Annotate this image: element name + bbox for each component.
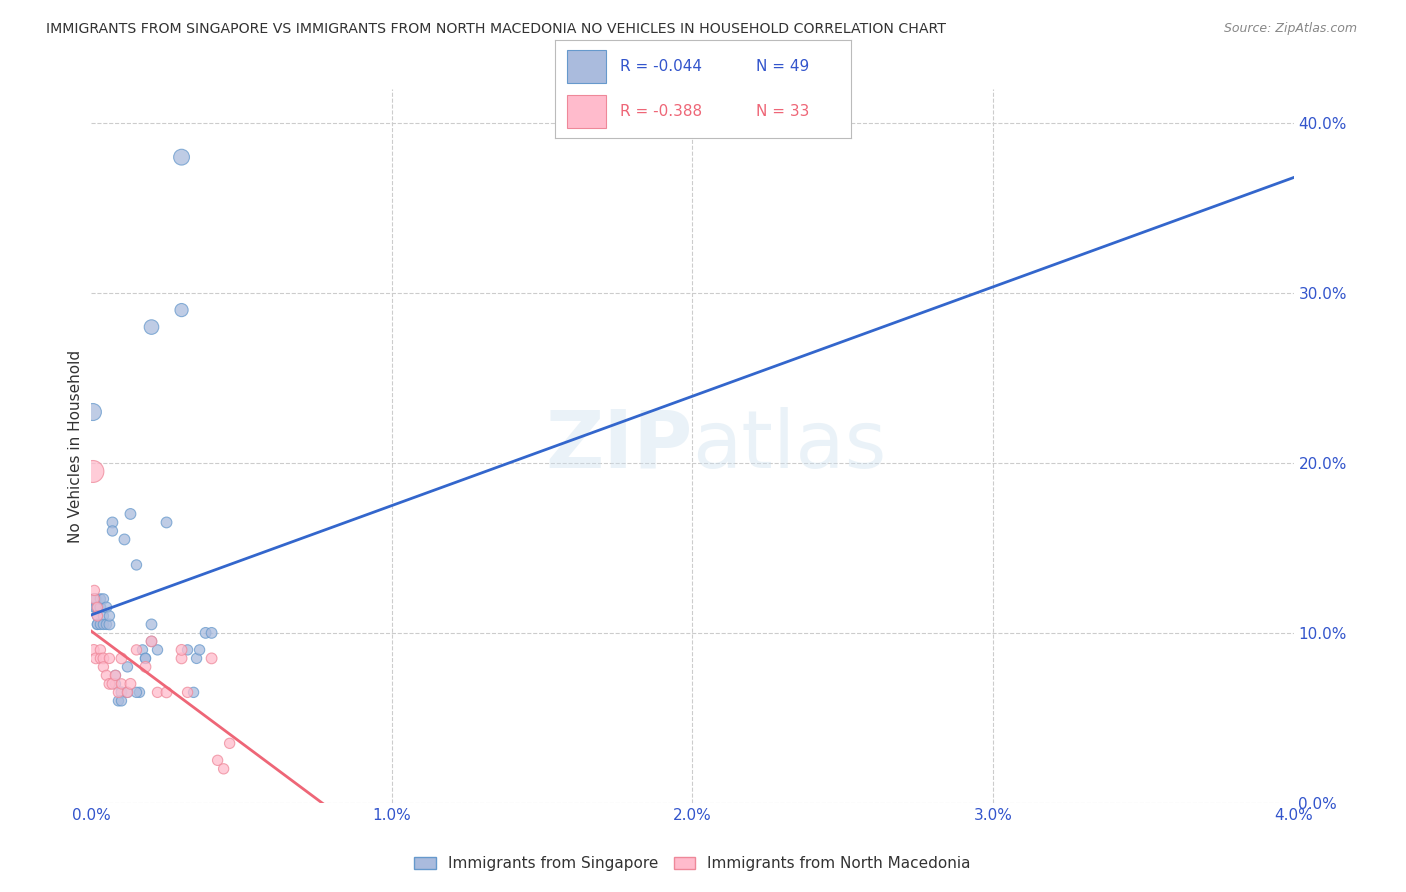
Point — [207, 753, 229, 767]
Point — [155, 516, 177, 530]
Point — [104, 668, 127, 682]
Point — [110, 677, 132, 691]
Point — [141, 634, 163, 648]
Text: IMMIGRANTS FROM SINGAPORE VS IMMIGRANTS FROM NORTH MACEDONIA NO VEHICLES IN HOUS: IMMIGRANTS FROM SINGAPORE VS IMMIGRANTS … — [46, 22, 946, 37]
Legend: Immigrants from Singapore, Immigrants from North Macedonia: Immigrants from Singapore, Immigrants fr… — [408, 850, 977, 877]
Point — [128, 685, 150, 699]
Point — [98, 677, 121, 691]
Point — [89, 591, 111, 606]
Point — [104, 677, 127, 691]
Point — [96, 600, 118, 615]
Point — [134, 651, 156, 665]
Point — [86, 608, 108, 623]
Point — [176, 643, 198, 657]
Point — [98, 608, 121, 623]
Point — [117, 685, 139, 699]
Point — [104, 668, 127, 682]
Text: R = -0.388: R = -0.388 — [620, 104, 703, 120]
Point — [170, 303, 193, 318]
Point — [83, 591, 105, 606]
Text: atlas: atlas — [692, 407, 887, 485]
Point — [101, 516, 124, 530]
Point — [107, 685, 129, 699]
Point — [141, 617, 163, 632]
Text: N = 33: N = 33 — [756, 104, 810, 120]
Point — [83, 643, 105, 657]
Point — [146, 643, 169, 657]
Point — [170, 643, 193, 657]
FancyBboxPatch shape — [567, 95, 606, 128]
Point — [84, 591, 107, 606]
Point — [86, 617, 108, 632]
Point — [134, 651, 156, 665]
Point — [218, 736, 240, 750]
Point — [212, 762, 235, 776]
Point — [117, 685, 139, 699]
Point — [96, 617, 118, 632]
Point — [201, 626, 224, 640]
Point — [84, 600, 107, 615]
Point — [86, 600, 108, 615]
Point — [98, 651, 121, 665]
Point — [170, 150, 193, 164]
Point — [183, 685, 205, 699]
Point — [120, 507, 142, 521]
Point — [194, 626, 217, 640]
Point — [107, 694, 129, 708]
Point — [89, 600, 111, 615]
Point — [98, 617, 121, 632]
Point — [155, 685, 177, 699]
Point — [114, 533, 136, 547]
Point — [86, 617, 108, 632]
Point — [101, 524, 124, 538]
Point — [82, 405, 104, 419]
Point — [83, 600, 105, 615]
Point — [89, 643, 111, 657]
Point — [93, 591, 115, 606]
Text: R = -0.044: R = -0.044 — [620, 59, 703, 74]
Point — [110, 685, 132, 699]
Point — [176, 685, 198, 699]
Point — [146, 685, 169, 699]
Point — [96, 668, 118, 682]
Text: ZIP: ZIP — [546, 407, 692, 485]
Point — [83, 583, 105, 598]
Point — [125, 558, 148, 572]
Point — [86, 600, 108, 615]
Point — [188, 643, 211, 657]
Point — [134, 660, 156, 674]
Point — [141, 634, 163, 648]
Point — [110, 694, 132, 708]
FancyBboxPatch shape — [567, 50, 606, 83]
Point — [131, 643, 153, 657]
Y-axis label: No Vehicles in Household: No Vehicles in Household — [67, 350, 83, 542]
Point — [93, 660, 115, 674]
Text: N = 49: N = 49 — [756, 59, 810, 74]
Point — [93, 617, 115, 632]
Point — [117, 660, 139, 674]
Point — [125, 685, 148, 699]
Point — [125, 643, 148, 657]
Point — [93, 651, 115, 665]
Point — [86, 608, 108, 623]
Point — [89, 617, 111, 632]
Point — [93, 608, 115, 623]
Point — [141, 320, 163, 334]
Point — [201, 651, 224, 665]
Point — [120, 677, 142, 691]
Point — [84, 651, 107, 665]
Point — [110, 651, 132, 665]
Point — [170, 651, 193, 665]
Point — [83, 591, 105, 606]
Text: Source: ZipAtlas.com: Source: ZipAtlas.com — [1223, 22, 1357, 36]
Point — [89, 651, 111, 665]
Point — [101, 677, 124, 691]
Point — [186, 651, 208, 665]
Point — [82, 465, 104, 479]
